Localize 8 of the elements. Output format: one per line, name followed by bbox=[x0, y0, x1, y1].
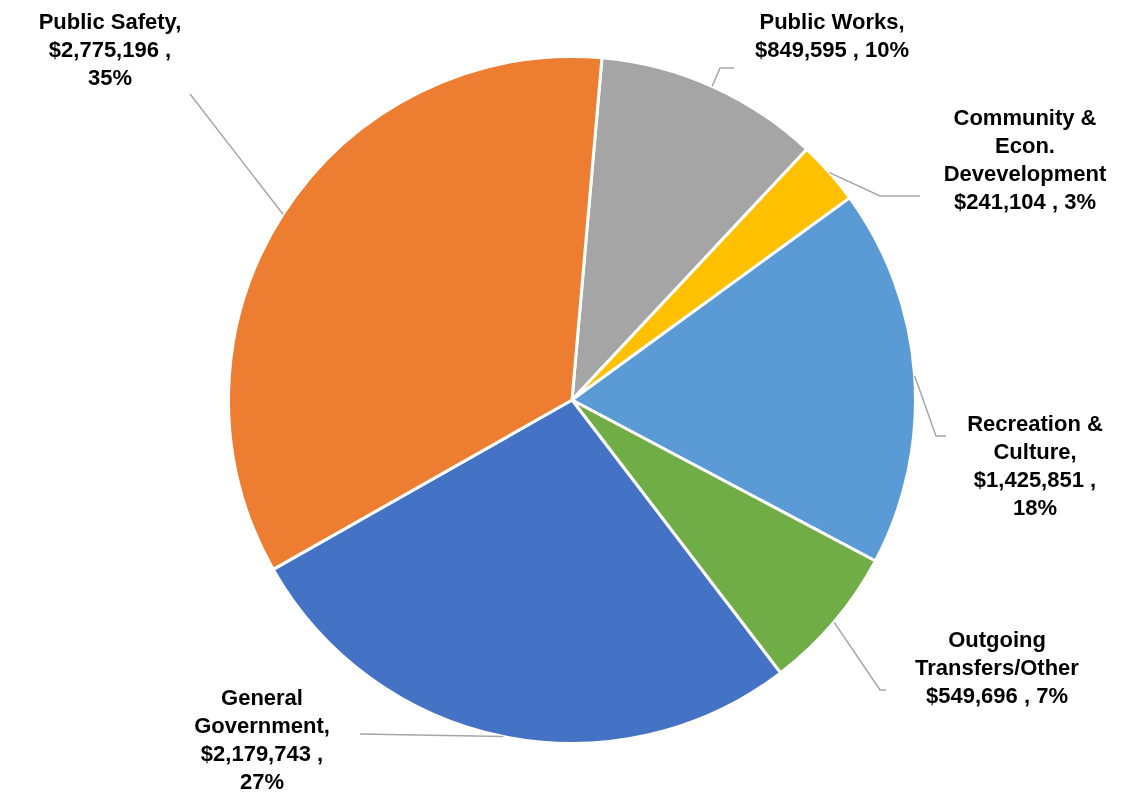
data-label: $549,696 , 7% bbox=[926, 683, 1068, 709]
slice-label: Community & Econ. Devevelopment bbox=[943, 105, 1107, 187]
slice-label: Outgoing Transfers/Other bbox=[915, 627, 1080, 681]
slice-label: Public Works, $849,595 , 10% bbox=[754, 9, 910, 63]
data-label: $241,104 , 3% bbox=[954, 189, 1096, 215]
slice-label: Public Safety, $2,775,196 , 35% bbox=[38, 9, 182, 91]
slice-label: Recreation & Culture, $1,425,851 , 18% bbox=[967, 411, 1103, 521]
slice-label: General Government, $2,179,743 , 27% bbox=[194, 685, 330, 795]
